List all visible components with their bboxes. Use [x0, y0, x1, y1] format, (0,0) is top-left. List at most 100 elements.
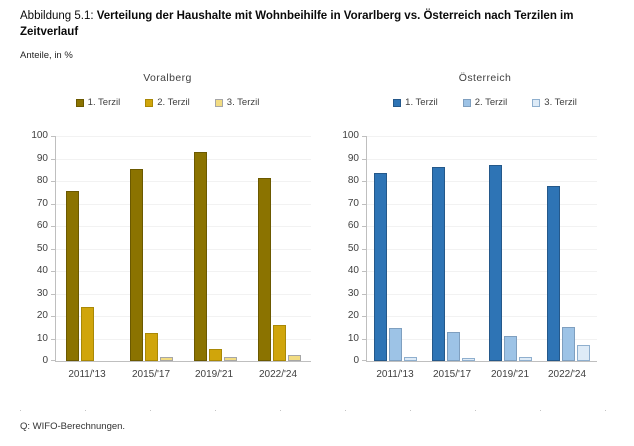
gridline — [367, 271, 597, 272]
y-axis-tick — [362, 226, 366, 227]
y-axis-labels: 0 10 20 30 40 50 60 70 80 90 100 — [340, 130, 359, 366]
bar-group — [374, 173, 417, 361]
gridline — [56, 339, 311, 340]
y-axis-tick — [362, 159, 366, 160]
bar — [258, 178, 271, 361]
figure-subtitle: Anteile, in % — [20, 50, 73, 61]
y-axis-label: 80 — [36, 175, 48, 186]
gridline — [56, 316, 311, 317]
y-axis-label: 60 — [347, 220, 359, 231]
x-axis-label: 2011/'13 — [68, 369, 106, 380]
gridline — [367, 159, 597, 160]
bar — [374, 173, 387, 361]
y-axis-tick — [51, 226, 55, 227]
y-axis-label: 20 — [36, 310, 48, 321]
y-axis-label: 40 — [36, 265, 48, 276]
bar-group — [547, 186, 590, 361]
legend-label: 2. Terzil — [157, 97, 190, 108]
y-axis-tick — [51, 360, 55, 361]
y-axis-tick — [51, 271, 55, 272]
x-axis-label: 2022/'24 — [258, 369, 298, 380]
gridline — [367, 294, 597, 295]
gridline — [367, 204, 597, 205]
bar — [447, 332, 460, 361]
y-axis-label: 40 — [347, 265, 359, 276]
y-axis-tick — [51, 204, 55, 205]
y-axis-label: 50 — [36, 243, 48, 254]
gridline — [56, 181, 311, 182]
bar-group — [130, 169, 173, 361]
y-axis-label: 80 — [347, 175, 359, 186]
y-axis-label: 90 — [347, 153, 359, 164]
y-axis-tick — [362, 136, 366, 137]
legend-label: 1. Terzil — [405, 97, 438, 108]
chart-title: Voralberg — [143, 72, 192, 84]
plot-area — [51, 136, 311, 362]
legend-swatch — [393, 98, 402, 107]
x-axis-label: 2019/'21 — [194, 369, 234, 380]
legend-item: 1. Terzil — [75, 97, 121, 108]
bar — [504, 336, 517, 361]
y-axis-tick — [51, 159, 55, 160]
legend-swatch — [75, 98, 84, 107]
y-axis-tick — [362, 249, 366, 250]
x-axis-label: 2015/'17 — [432, 369, 472, 380]
y-axis-label: 20 — [347, 310, 359, 321]
y-axis-tick — [362, 294, 366, 295]
legend-label: 1. Terzil — [87, 97, 121, 108]
legend-label: 3. Terzil — [544, 97, 577, 108]
legend: 1. Terzil 2. Terzil 3. Terzil — [340, 97, 630, 108]
y-axis-tick — [362, 339, 366, 340]
bar — [404, 357, 417, 361]
figure-number: Abbildung 5.1: — [20, 10, 97, 22]
y-axis-tick — [51, 136, 55, 137]
bar-group — [66, 191, 109, 361]
y-axis-tick — [362, 181, 366, 182]
gridline — [56, 226, 311, 227]
bar — [519, 357, 532, 361]
legend-swatch — [532, 98, 541, 107]
gridline — [367, 181, 597, 182]
plot-area — [362, 136, 597, 362]
y-axis-tick — [362, 271, 366, 272]
bar-group — [194, 152, 237, 361]
legend-item: 1. Terzil — [393, 97, 438, 108]
bar — [288, 355, 301, 361]
legend-item: 2. Terzil — [145, 97, 190, 108]
bar — [145, 333, 158, 361]
legend-swatch — [145, 98, 154, 107]
x-axis-label: 2011/'13 — [376, 369, 414, 380]
gridline — [367, 136, 597, 137]
y-axis-label: 0 — [42, 355, 48, 366]
y-axis-tick — [362, 360, 366, 361]
y-axis-label: 10 — [347, 333, 359, 344]
legend-swatch — [214, 98, 223, 107]
bar — [130, 169, 143, 361]
bar — [489, 165, 502, 361]
bar — [209, 349, 222, 361]
gridline — [367, 339, 597, 340]
dotted-separator — [20, 410, 614, 411]
y-axis-label: 30 — [347, 288, 359, 299]
x-axis-label: 2019/'21 — [490, 369, 530, 380]
legend-item: 3. Terzil — [532, 97, 577, 108]
gridline — [56, 271, 311, 272]
y-axis-tick — [51, 339, 55, 340]
bar — [577, 345, 590, 361]
gridline — [367, 249, 597, 250]
y-axis-label: 70 — [347, 198, 359, 209]
gridline — [367, 316, 597, 317]
legend-item: 2. Terzil — [462, 97, 507, 108]
bar-group — [258, 178, 301, 361]
bar — [66, 191, 79, 361]
gridline — [56, 204, 311, 205]
y-axis-tick — [51, 294, 55, 295]
figure-title-text: Verteilung der Haushalte mit Wohnbeihilf… — [20, 10, 574, 38]
bar — [160, 357, 173, 361]
y-axis-label: 100 — [31, 130, 48, 141]
chart-title: Österreich — [458, 72, 512, 84]
y-axis-label: 10 — [36, 333, 48, 344]
chart-oesterreich: Österreich 1. Terzil 2. Terzil 3. Terzil 0… — [340, 68, 630, 398]
bar — [562, 327, 575, 361]
